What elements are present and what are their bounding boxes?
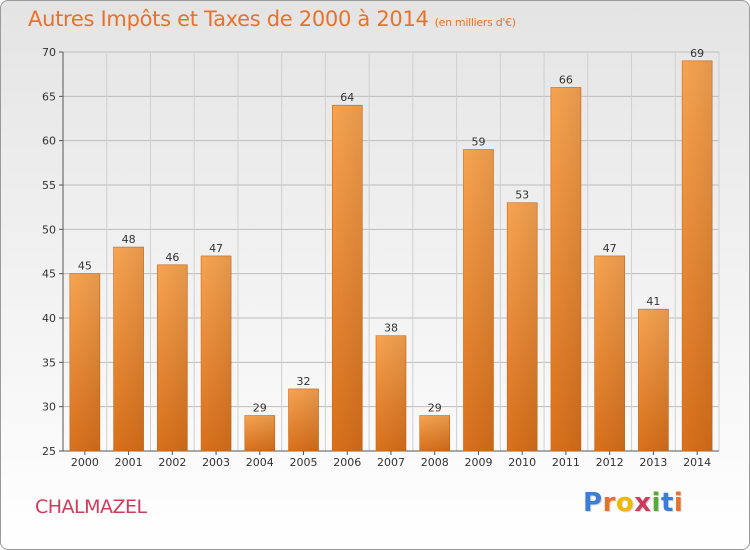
value-label-2005: 32: [297, 375, 311, 388]
axes: 25 30 35 40 45 50 55 60 65 70 2000 2001 2002 2003 2004…: [42, 46, 719, 469]
bar-shade-2002: [157, 264, 188, 451]
value-label-2003: 47: [209, 242, 223, 255]
bar-shade-2011: [550, 87, 581, 451]
value-label-2007: 38: [384, 322, 398, 335]
bar-shade-2006: [332, 105, 363, 451]
chart-title-text: Autres Impôts et Taxes de 2000 à 2014: [28, 7, 429, 31]
x-tick-label-2011: 2011: [552, 456, 580, 469]
value-label-2008: 29: [428, 402, 442, 415]
value-label-2006: 64: [340, 91, 354, 104]
x-tick-label-2008: 2008: [421, 456, 449, 469]
logo-letter: i: [673, 488, 684, 518]
bar-shade-2001: [113, 247, 144, 451]
value-labels: 45 48 46 47 29 32 64 38 29 59 53 66 47 41 69: [78, 47, 704, 415]
bar-shade-2014: [682, 60, 713, 451]
bar-shade-2012: [594, 255, 625, 451]
logo-letter: i: [651, 488, 661, 518]
logo-letter: r: [602, 488, 616, 518]
y-tick-label: 30: [42, 401, 56, 414]
x-tick-label-2001: 2001: [115, 456, 143, 469]
x-tick-label-2006: 2006: [333, 456, 361, 469]
y-tick-label: 70: [42, 46, 56, 59]
chart-unit: (en milliers d'€): [434, 16, 516, 29]
x-tick-label-2004: 2004: [246, 456, 274, 469]
logo-letter: t: [660, 488, 674, 518]
y-tick-label: 35: [42, 356, 56, 369]
y-tick-label: 65: [42, 90, 56, 103]
y-tick-label: 25: [42, 445, 56, 458]
value-label-2004: 29: [253, 402, 267, 415]
x-tick-label-2013: 2013: [639, 456, 667, 469]
logo-letter: x: [634, 488, 652, 518]
bar-shade-2000: [69, 273, 100, 451]
commune-name: CHALMAZEL: [35, 496, 147, 518]
value-label-2012: 47: [603, 242, 617, 255]
y-tick-label: 50: [42, 223, 56, 236]
bar-shade-2010: [507, 202, 538, 451]
bar-shade-2003: [201, 255, 232, 451]
value-label-2011: 66: [559, 73, 573, 86]
bar-shade-2004: [244, 415, 275, 451]
x-tick-label-2009: 2009: [464, 456, 492, 469]
bar-shade-2009: [463, 149, 494, 452]
chart-title: Autres Impôts et Taxes de 2000 à 2014 (en…: [28, 7, 516, 31]
value-label-2001: 48: [122, 233, 136, 246]
x-tick-label-2002: 2002: [158, 456, 186, 469]
bar-shade-2007: [376, 335, 406, 451]
y-tick-label: 40: [42, 312, 56, 325]
x-tick-label-2012: 2012: [596, 456, 624, 469]
bar-shade-2008: [419, 415, 450, 451]
bar-shade-2013: [638, 309, 669, 451]
y-tick-label: 55: [42, 179, 56, 192]
x-tick-label-2005: 2005: [290, 456, 318, 469]
x-tick-label-2003: 2003: [202, 456, 230, 469]
value-label-2014: 69: [690, 47, 704, 60]
value-label-2000: 45: [78, 260, 92, 273]
value-label-2009: 59: [471, 136, 485, 149]
x-tick-label-2000: 2000: [71, 456, 99, 469]
value-label-2002: 46: [165, 251, 179, 264]
bars: [69, 60, 713, 452]
x-tick-label-2007: 2007: [377, 456, 405, 469]
value-label-2013: 41: [646, 295, 660, 308]
logo-letter: P: [583, 488, 603, 518]
logo-letter: o: [615, 488, 635, 518]
value-label-2010: 53: [515, 189, 529, 202]
x-tick-label-2014: 2014: [683, 456, 711, 469]
bar-shade-2005: [288, 388, 319, 451]
y-tick-label: 45: [42, 268, 56, 281]
x-tick-label-2010: 2010: [508, 456, 536, 469]
y-tick-label: 60: [42, 135, 56, 148]
proxiti-logo: Proxiti: [583, 488, 683, 518]
